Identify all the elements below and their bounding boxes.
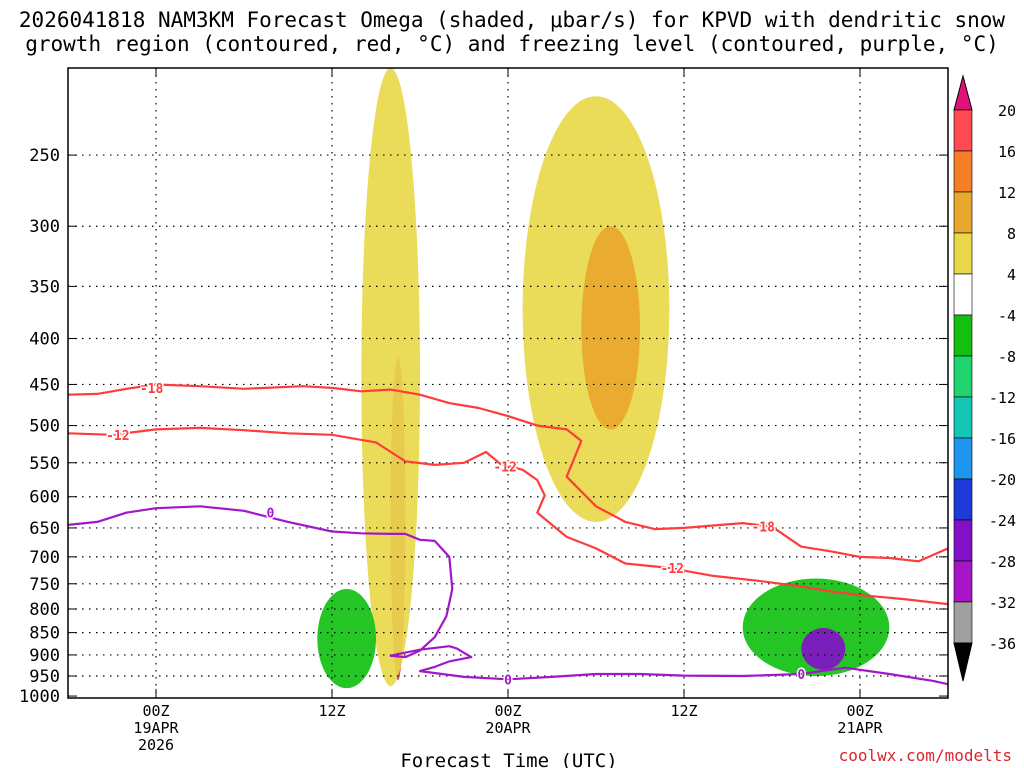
ytick-label-900: 900 xyxy=(29,646,60,666)
colorbar-swatch-10 xyxy=(953,519,973,562)
ytick-label-750: 750 xyxy=(29,575,60,595)
colorbar-swatch-7 xyxy=(953,396,973,439)
colorbar-bottom-arrow xyxy=(953,642,973,682)
xtick-label-48-1: 21APR xyxy=(837,719,883,737)
ytick-label-650: 650 xyxy=(29,519,60,539)
contour-line-2 xyxy=(68,505,948,686)
xtick-label-24-0: 00Z xyxy=(494,702,521,720)
xtick-label-24-1: 20APR xyxy=(485,719,531,737)
omega-region-6 xyxy=(801,628,846,670)
ytick-label-350: 350 xyxy=(29,277,60,297)
purple-contour-label-0: 0 xyxy=(266,507,274,522)
colorbar-swatch-2 xyxy=(953,191,973,234)
colorbar-label-4: 4 xyxy=(1007,266,1016,284)
colorbar-swatch-0 xyxy=(953,109,973,152)
purple-contour-label-1: 0 xyxy=(504,673,512,688)
colorbar-swatch-6 xyxy=(953,355,973,398)
x-axis-label: Forecast Time (UTC) xyxy=(400,750,617,768)
colorbar-label-7: -12 xyxy=(989,389,1016,407)
credit-link[interactable]: coolwx.com/modelts xyxy=(838,746,1012,765)
omega-region-1 xyxy=(361,68,420,687)
colorbar-swatch-12 xyxy=(953,601,973,644)
pressure-gridlines xyxy=(68,68,948,698)
ytick-label-450: 450 xyxy=(29,375,60,395)
colorbar-swatch-5 xyxy=(953,314,973,357)
red-contour-label-0: -18 xyxy=(140,382,164,397)
red-contour-label-2: -12 xyxy=(493,460,516,475)
colorbar-swatch-1 xyxy=(953,150,973,193)
ytick-label-250: 250 xyxy=(29,146,60,166)
red-contour-label-1: -12 xyxy=(106,429,129,444)
xtick-label-0-1: 19APR xyxy=(133,719,179,737)
xtick-label-36-0: 12Z xyxy=(670,702,697,720)
colorbar-label-3: 8 xyxy=(1007,225,1016,243)
colorbar-label-13: -36 xyxy=(989,635,1016,653)
colorbar-swatch-3 xyxy=(953,232,973,275)
xtick-label-0-0: 00Z xyxy=(142,702,169,720)
omega-region-3 xyxy=(581,226,641,430)
ytick-label-550: 550 xyxy=(29,454,60,474)
colorbar-label-6: -8 xyxy=(998,348,1016,366)
purple-contour-label-2: 0 xyxy=(797,668,805,683)
ytick-label-300: 300 xyxy=(29,217,60,237)
omega-shading-layer xyxy=(317,68,890,689)
colorbar-swatch-8 xyxy=(953,437,973,480)
ytick-label-950: 950 xyxy=(29,667,60,687)
contour-line-1 xyxy=(68,426,948,606)
ytick-label-700: 700 xyxy=(29,548,60,568)
colorbar-label-9: -20 xyxy=(989,471,1016,489)
ytick-label-1000: 1000 xyxy=(19,687,60,707)
colorbar-label-5: -4 xyxy=(998,307,1016,325)
xtick-label-12-0: 12Z xyxy=(318,702,345,720)
colorbar-label-8: -16 xyxy=(989,430,1016,448)
chart-title-line-1: 2026041818 NAM3KM Forecast Omega (shaded… xyxy=(18,8,1006,32)
omega-region-5 xyxy=(742,578,890,677)
colorbar-label-10: -24 xyxy=(989,512,1016,530)
pressure-axis: 2503003504004505005506006507007508008509… xyxy=(19,146,948,707)
chart-title-line-2: growth region (contoured, red, °C) and f… xyxy=(25,32,999,56)
colorbar-label-12: -32 xyxy=(989,594,1016,612)
colorbar-swatch-11 xyxy=(953,560,973,603)
colorbar-label-2: 12 xyxy=(998,184,1016,202)
colorbar-label-11: -28 xyxy=(989,553,1016,571)
omega-colorbar: 20 16 12 8 4 -4 -8 -12 -16 -20 -24 -28 -32 -36 xyxy=(953,74,1016,682)
ytick-label-850: 850 xyxy=(29,624,60,644)
xtick-label-0-2: 2026 xyxy=(138,736,174,754)
colorbar-top-arrow xyxy=(953,74,973,111)
ytick-label-400: 400 xyxy=(29,329,60,349)
red-contour-label-3: -12 xyxy=(661,562,684,577)
colorbar-label-0: 20 xyxy=(998,102,1016,120)
colorbar-label-1: 16 xyxy=(998,143,1016,161)
ytick-label-800: 800 xyxy=(29,600,60,620)
colorbar-swatch-9 xyxy=(953,478,973,521)
omega-region-4 xyxy=(317,588,376,689)
xtick-label-48-0: 00Z xyxy=(846,702,873,720)
ytick-label-500: 500 xyxy=(29,417,60,437)
red-contour-label-4: -18 xyxy=(751,521,775,536)
ytick-label-600: 600 xyxy=(29,488,60,508)
colorbar-swatch-4 xyxy=(953,273,973,316)
contour-line-0 xyxy=(68,383,948,563)
temperature-contours: -18 -12 -12 -12 -18 0 0 0 xyxy=(68,380,948,690)
